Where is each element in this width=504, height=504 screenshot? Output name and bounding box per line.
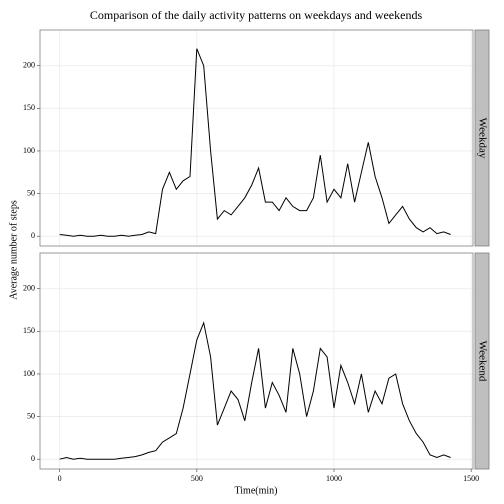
- strip: [474, 29, 490, 247]
- line: [59, 48, 451, 237]
- chart-title: Comparison of the daily activity pattern…: [90, 8, 423, 22]
- y-axis-label: Average number of steps: [8, 200, 19, 300]
- line: [59, 321, 451, 460]
- y-tick-label: 200: [23, 284, 35, 293]
- panel-border: [39, 29, 474, 247]
- x-tick-label: 500: [191, 474, 203, 483]
- panel-border: [39, 252, 474, 470]
- y-tick-label: 100: [23, 146, 35, 155]
- x-tick-label: 0: [58, 474, 62, 483]
- y-tick-label: 150: [23, 103, 35, 112]
- y-tick-label: 100: [23, 369, 35, 378]
- x-tick-label: 1500: [463, 474, 479, 483]
- y-tick-label: 150: [23, 326, 35, 335]
- y-tick-label: 0: [31, 231, 35, 240]
- panel-background: [40, 30, 473, 246]
- strip-label: Weekend: [476, 341, 488, 382]
- x-tick-label: 1000: [326, 474, 342, 483]
- y-tick-label: 50: [27, 188, 35, 197]
- y-tick-label: 200: [23, 61, 35, 70]
- strip-label: Weekday: [476, 118, 488, 159]
- y-tick-label: 50: [27, 411, 35, 420]
- strip: [474, 252, 490, 470]
- x-axis-label: Time(min): [235, 485, 278, 496]
- y-tick-label: 0: [31, 454, 35, 463]
